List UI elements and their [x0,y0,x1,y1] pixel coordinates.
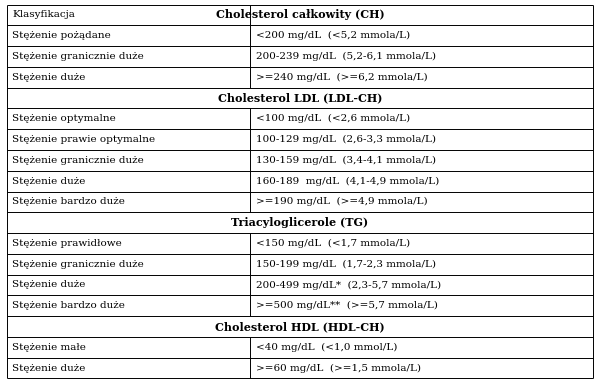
Text: 200-239 mg/dL  (5,2-6,1 mmola/L): 200-239 mg/dL (5,2-6,1 mmola/L) [256,52,436,61]
Text: Stężenie prawie optymalne: Stężenie prawie optymalne [12,135,155,144]
Text: >=240 mg/dL  (>=6,2 mmola/L): >=240 mg/dL (>=6,2 mmola/L) [256,73,428,82]
Text: Cholesterol HDL (HDL-CH): Cholesterol HDL (HDL-CH) [215,321,385,332]
Text: >=500 mg/dL**  (>=5,7 mmola/L): >=500 mg/dL** (>=5,7 mmola/L) [256,301,438,310]
Text: Stężenie optymalne: Stężenie optymalne [12,114,116,123]
Text: Stężenie małe: Stężenie małe [12,343,86,352]
Text: Stężenie pożądane: Stężenie pożądane [12,31,111,40]
Text: >=190 mg/dL  (>=4,9 mmola/L): >=190 mg/dL (>=4,9 mmola/L) [256,197,428,206]
Text: 200-499 mg/dL*  (2,3-5,7 mmola/L): 200-499 mg/dL* (2,3-5,7 mmola/L) [256,280,442,290]
Text: <200 mg/dL  (<5,2 mmola/L): <200 mg/dL (<5,2 mmola/L) [256,31,410,40]
Text: 150-199 mg/dL  (1,7-2,3 mmola/L): 150-199 mg/dL (1,7-2,3 mmola/L) [256,260,436,269]
Text: Stężenie duże: Stężenie duże [12,363,85,373]
Text: >=60 mg/dL  (>=1,5 mmola/L): >=60 mg/dL (>=1,5 mmola/L) [256,363,421,373]
Text: Cholesterol całkowity (CH): Cholesterol całkowity (CH) [215,10,385,20]
Text: Stężenie duże: Stężenie duże [12,280,85,290]
Text: 130-159 mg/dL  (3,4-4,1 mmola/L): 130-159 mg/dL (3,4-4,1 mmola/L) [256,156,436,165]
Text: Stężenie granicznie duże: Stężenie granicznie duże [12,52,144,61]
Text: Stężenie prawidłowe: Stężenie prawidłowe [12,239,122,248]
Text: Stężenie granicznie duże: Stężenie granicznie duże [12,156,144,165]
Text: Stężenie bardzo duże: Stężenie bardzo duże [12,197,125,206]
Text: Stężenie granicznie duże: Stężenie granicznie duże [12,260,144,269]
Text: <40 mg/dL  (<1,0 mmol/L): <40 mg/dL (<1,0 mmol/L) [256,343,398,352]
Text: Stężenie duże: Stężenie duże [12,177,85,186]
Text: Cholesterol LDL (LDL-CH): Cholesterol LDL (LDL-CH) [218,93,382,103]
Text: Stężenie bardzo duże: Stężenie bardzo duże [12,301,125,310]
Text: 160-189  mg/dL  (4,1-4,9 mmola/L): 160-189 mg/dL (4,1-4,9 mmola/L) [256,177,439,186]
Text: <150 mg/dL  (<1,7 mmola/L): <150 mg/dL (<1,7 mmola/L) [256,239,410,248]
Text: Klasyfikacja: Klasyfikacja [12,10,75,20]
Text: <100 mg/dL  (<2,6 mmola/L): <100 mg/dL (<2,6 mmola/L) [256,114,410,123]
Text: 100-129 mg/dL  (2,6-3,3 mmola/L): 100-129 mg/dL (2,6-3,3 mmola/L) [256,135,436,144]
Text: Triacyloglicerole (TG): Triacyloglicerole (TG) [232,217,368,228]
Text: Stężenie duże: Stężenie duże [12,73,85,82]
